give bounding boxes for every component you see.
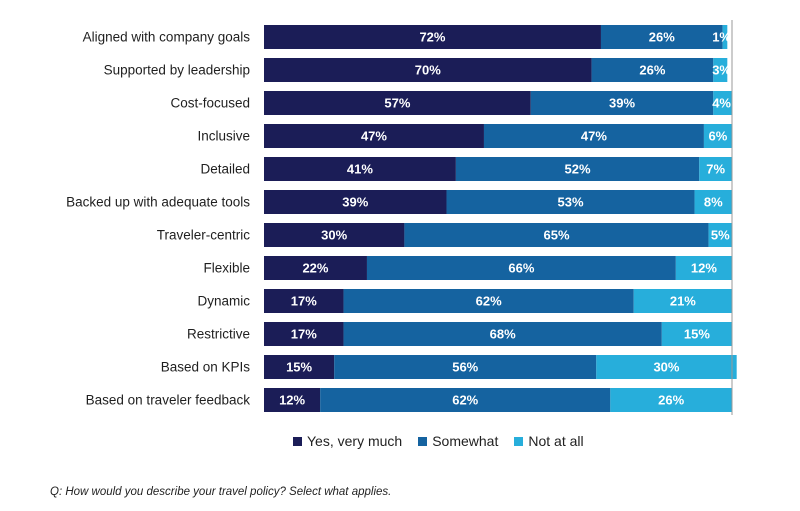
bar-segment xyxy=(610,388,732,412)
bars-group: 72% 26% 1% 70% 26% 3% 57% 39% 4% 47% 47% 6% 41% 52% 7%… xyxy=(264,25,737,412)
stacked-bar-chart: 72% 26% 1% 70% 26% 3% 57% 39% 4% 47% 47% 6% 41% 52% 7%… xyxy=(66,20,737,415)
value-label: 15% xyxy=(286,360,312,375)
bar-segment xyxy=(264,157,456,181)
bar-segment xyxy=(633,289,732,313)
bar-segment xyxy=(713,58,728,82)
bar-segment xyxy=(596,355,737,379)
value-label: 68% xyxy=(490,327,516,342)
value-label: 62% xyxy=(452,393,478,408)
bar-segment xyxy=(343,322,662,346)
category-label: Aligned with company goals xyxy=(83,30,251,45)
bar-segment xyxy=(264,124,484,148)
value-label: 39% xyxy=(342,195,368,210)
bar-segment xyxy=(722,25,728,49)
value-label: 26% xyxy=(658,393,684,408)
legend-swatch-not-at-all xyxy=(514,436,524,446)
category-label: Restrictive xyxy=(187,327,250,342)
bar-segment xyxy=(264,25,601,49)
value-label: 72% xyxy=(419,30,445,45)
category-label: Inclusive xyxy=(197,129,250,144)
category-label: Supported by leadership xyxy=(104,63,250,78)
value-label: 65% xyxy=(543,228,569,243)
bar-segment xyxy=(713,91,732,115)
bar-segment xyxy=(483,124,704,148)
bar-segment xyxy=(708,223,732,247)
value-label: 30% xyxy=(653,360,679,375)
category-label: Backed up with adequate tools xyxy=(66,195,250,210)
bar-segment xyxy=(264,289,344,313)
bar-segment xyxy=(264,322,344,346)
bar-segment xyxy=(446,190,695,214)
category-label: Dynamic xyxy=(197,294,250,309)
bar-segment xyxy=(366,256,676,280)
bar-segment xyxy=(320,388,611,412)
value-label: 47% xyxy=(361,129,387,144)
bar-segment xyxy=(343,289,634,313)
category-label: Detailed xyxy=(200,162,250,177)
survey-question: Q: How would you describe your travel po… xyxy=(50,486,392,498)
legend-label-yes: Yes, very much xyxy=(307,433,403,449)
category-label: Based on KPIs xyxy=(161,360,251,375)
bar-segment xyxy=(661,322,732,346)
bar-segment xyxy=(699,157,732,181)
value-label: 26% xyxy=(639,63,665,78)
value-label: 12% xyxy=(691,261,717,276)
value-label: 3% xyxy=(712,63,731,78)
value-label: 17% xyxy=(291,294,317,309)
value-label: 53% xyxy=(558,195,584,210)
value-label: 6% xyxy=(709,129,728,144)
category-label: Flexible xyxy=(203,261,250,276)
bar-segment xyxy=(591,58,714,82)
value-label: 30% xyxy=(321,228,347,243)
legend-item-somewhat: Somewhat xyxy=(418,433,498,449)
legend-label-somewhat: Somewhat xyxy=(432,433,499,449)
bar-segment xyxy=(530,91,714,115)
legend-swatch-yes xyxy=(293,436,302,446)
value-label: 47% xyxy=(581,129,607,144)
legend-label-not-at-all: Not at all xyxy=(528,433,584,449)
value-label: 39% xyxy=(609,96,635,111)
bar-segment xyxy=(694,190,732,214)
value-label: 57% xyxy=(384,96,410,111)
bar-segment xyxy=(264,91,531,115)
bar-segment xyxy=(455,157,700,181)
value-label: 26% xyxy=(649,30,675,45)
value-label: 21% xyxy=(670,294,696,309)
bar-segment xyxy=(600,25,723,49)
value-label: 1% xyxy=(712,30,731,45)
bar-segment xyxy=(264,256,367,280)
legend-item-yes: Yes, very much xyxy=(293,433,402,449)
value-label: 22% xyxy=(302,261,328,276)
value-label: 4% xyxy=(712,96,731,111)
bar-segment xyxy=(675,256,732,280)
bar-segment xyxy=(264,58,592,82)
bar-segment xyxy=(404,223,709,247)
bar-segment xyxy=(264,223,405,247)
legend-item-not-at-all: Not at all xyxy=(514,433,584,449)
value-label: 41% xyxy=(347,162,373,177)
value-label: 12% xyxy=(279,393,305,408)
bar-segment xyxy=(334,355,597,379)
value-label: 7% xyxy=(706,162,725,177)
bar-segment xyxy=(264,388,321,412)
legend-swatch-somewhat xyxy=(418,436,428,446)
value-label: 66% xyxy=(508,261,534,276)
category-label: Based on traveler feedback xyxy=(86,393,251,408)
value-label: 17% xyxy=(291,327,317,342)
bar-segment xyxy=(264,190,447,214)
category-labels: Aligned with company goals Supported by l… xyxy=(66,30,250,408)
value-label: 56% xyxy=(452,360,478,375)
value-label: 8% xyxy=(704,195,723,210)
bar-segment xyxy=(264,355,335,379)
value-label: 52% xyxy=(565,162,591,177)
value-label: 15% xyxy=(684,327,710,342)
bar-segment xyxy=(703,124,732,148)
value-label: 62% xyxy=(476,294,502,309)
category-label: Traveler-centric xyxy=(157,228,251,243)
legend: Yes, very much Somewhat Not at all xyxy=(293,433,584,449)
value-label: 5% xyxy=(711,228,730,243)
value-label: 70% xyxy=(415,63,441,78)
category-label: Cost-focused xyxy=(170,96,250,111)
